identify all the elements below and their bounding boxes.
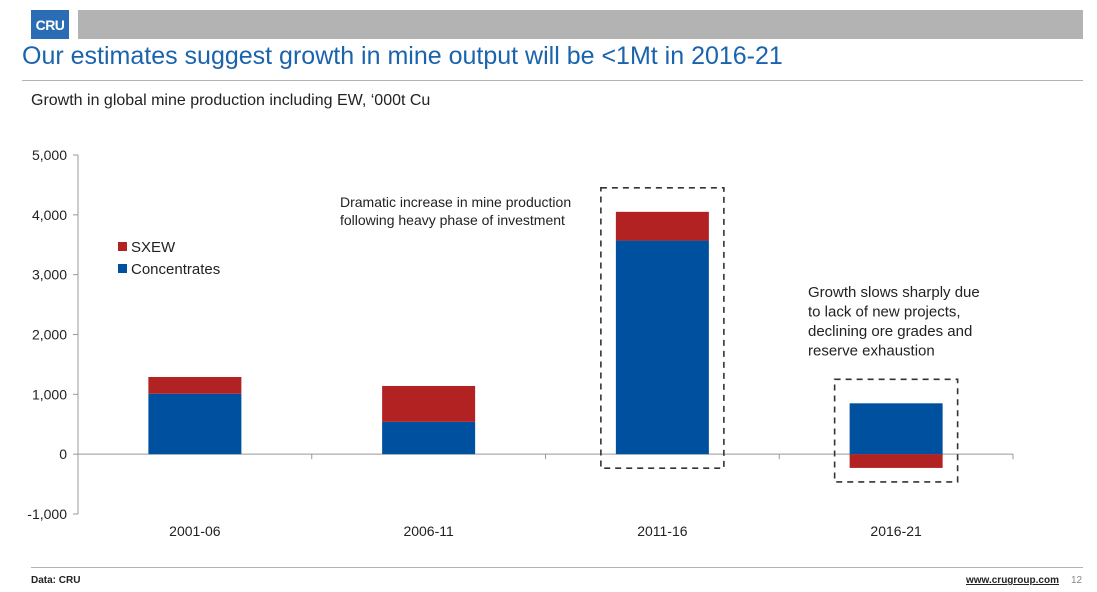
bar-concentrates-2001-06 [148,393,242,455]
page-title: Our estimates suggest growth in mine out… [22,42,783,70]
annotation-growth-slows-line: to lack of new projects, [808,304,961,321]
y-tick-label: 1,000 [32,386,67,402]
annotation-growth-slows-line: Growth slows sharply due [808,284,980,301]
y-tick-label: 2,000 [32,327,67,343]
bar-concentrates-2011-16 [615,240,709,455]
bar-sxew-2016-21 [849,454,943,468]
annotation-growth-slows-line: reserve exhaustion [808,343,935,360]
legend-swatch-concentrates [118,264,127,273]
y-tick-label: 3,000 [32,267,67,283]
bar-sxew-2011-16 [615,211,709,241]
x-tick-label: 2001-06 [169,523,221,539]
page-number: 12 [1071,575,1083,586]
x-tick-label: 2016-21 [870,523,922,539]
data-source: Data: CRU [31,575,81,586]
y-tick-label: 4,000 [32,207,67,223]
bar-sxew-2001-06 [148,376,242,394]
highlight-box-2011-16 [600,187,725,469]
header-bar [78,10,1083,39]
chart-title: Growth in global mine production includi… [31,92,431,109]
legend-swatch-sxew [118,242,127,251]
bar-sxew-2006-11 [382,385,476,422]
annotation-investment-line: following heavy phase of investment [340,212,565,228]
y-tick-label: 0 [59,446,67,462]
annotation-investment-line: Dramatic increase in mine production [340,194,571,210]
bar-concentrates-2016-21 [849,403,943,455]
x-tick-label: 2011-16 [637,523,688,539]
website-link[interactable]: www.crugroup.com [966,575,1059,586]
x-tick-label: 2006-11 [403,523,454,539]
title-divider [22,80,1083,81]
y-tick-label: 5,000 [32,147,67,163]
footer-divider [31,567,1083,568]
highlight-box-2016-21 [833,378,959,483]
bar-concentrates-2006-11 [382,421,476,455]
annotation-growth-slows-line: declining ore grades and [808,323,972,340]
y-tick-label: -1,000 [27,506,67,522]
cru-logo: CRU [31,10,69,39]
legend-label-concentrates: Concentrates [131,261,220,278]
legend-label-sxew: SXEW [131,239,176,256]
